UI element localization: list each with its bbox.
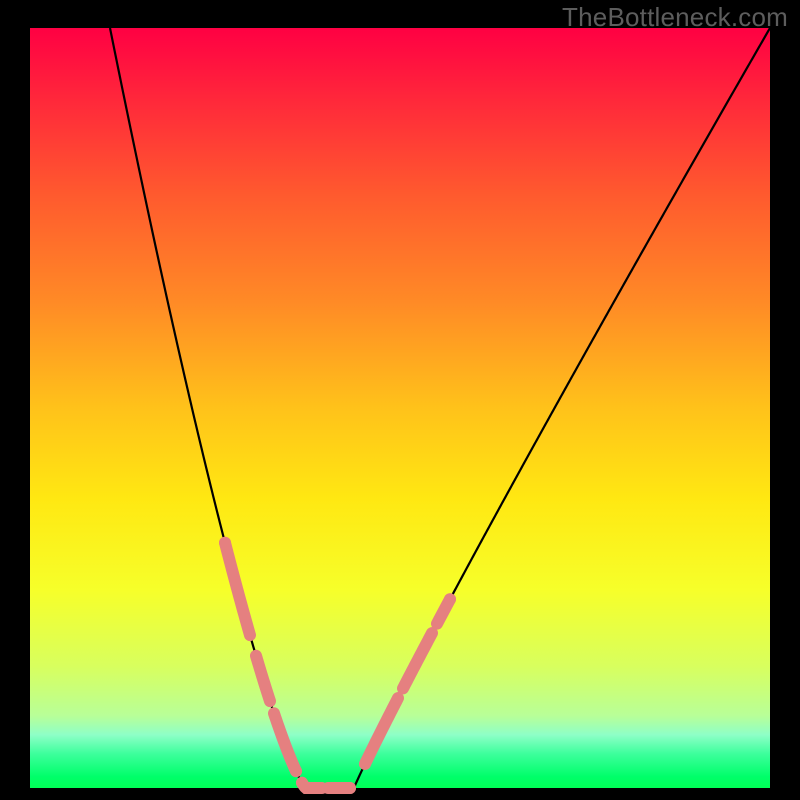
overlay-dot-4 [359, 758, 371, 770]
overlay-dot-3 [344, 782, 356, 794]
overlay-dot-2 [296, 777, 308, 789]
chart-stage: TheBottleneck.com [0, 0, 800, 800]
overlay-dot-0 [219, 537, 231, 549]
overlay-dot-5 [444, 593, 456, 605]
plot-background [30, 28, 770, 788]
chart-svg [0, 0, 800, 800]
overlay-dot-1 [290, 765, 302, 777]
